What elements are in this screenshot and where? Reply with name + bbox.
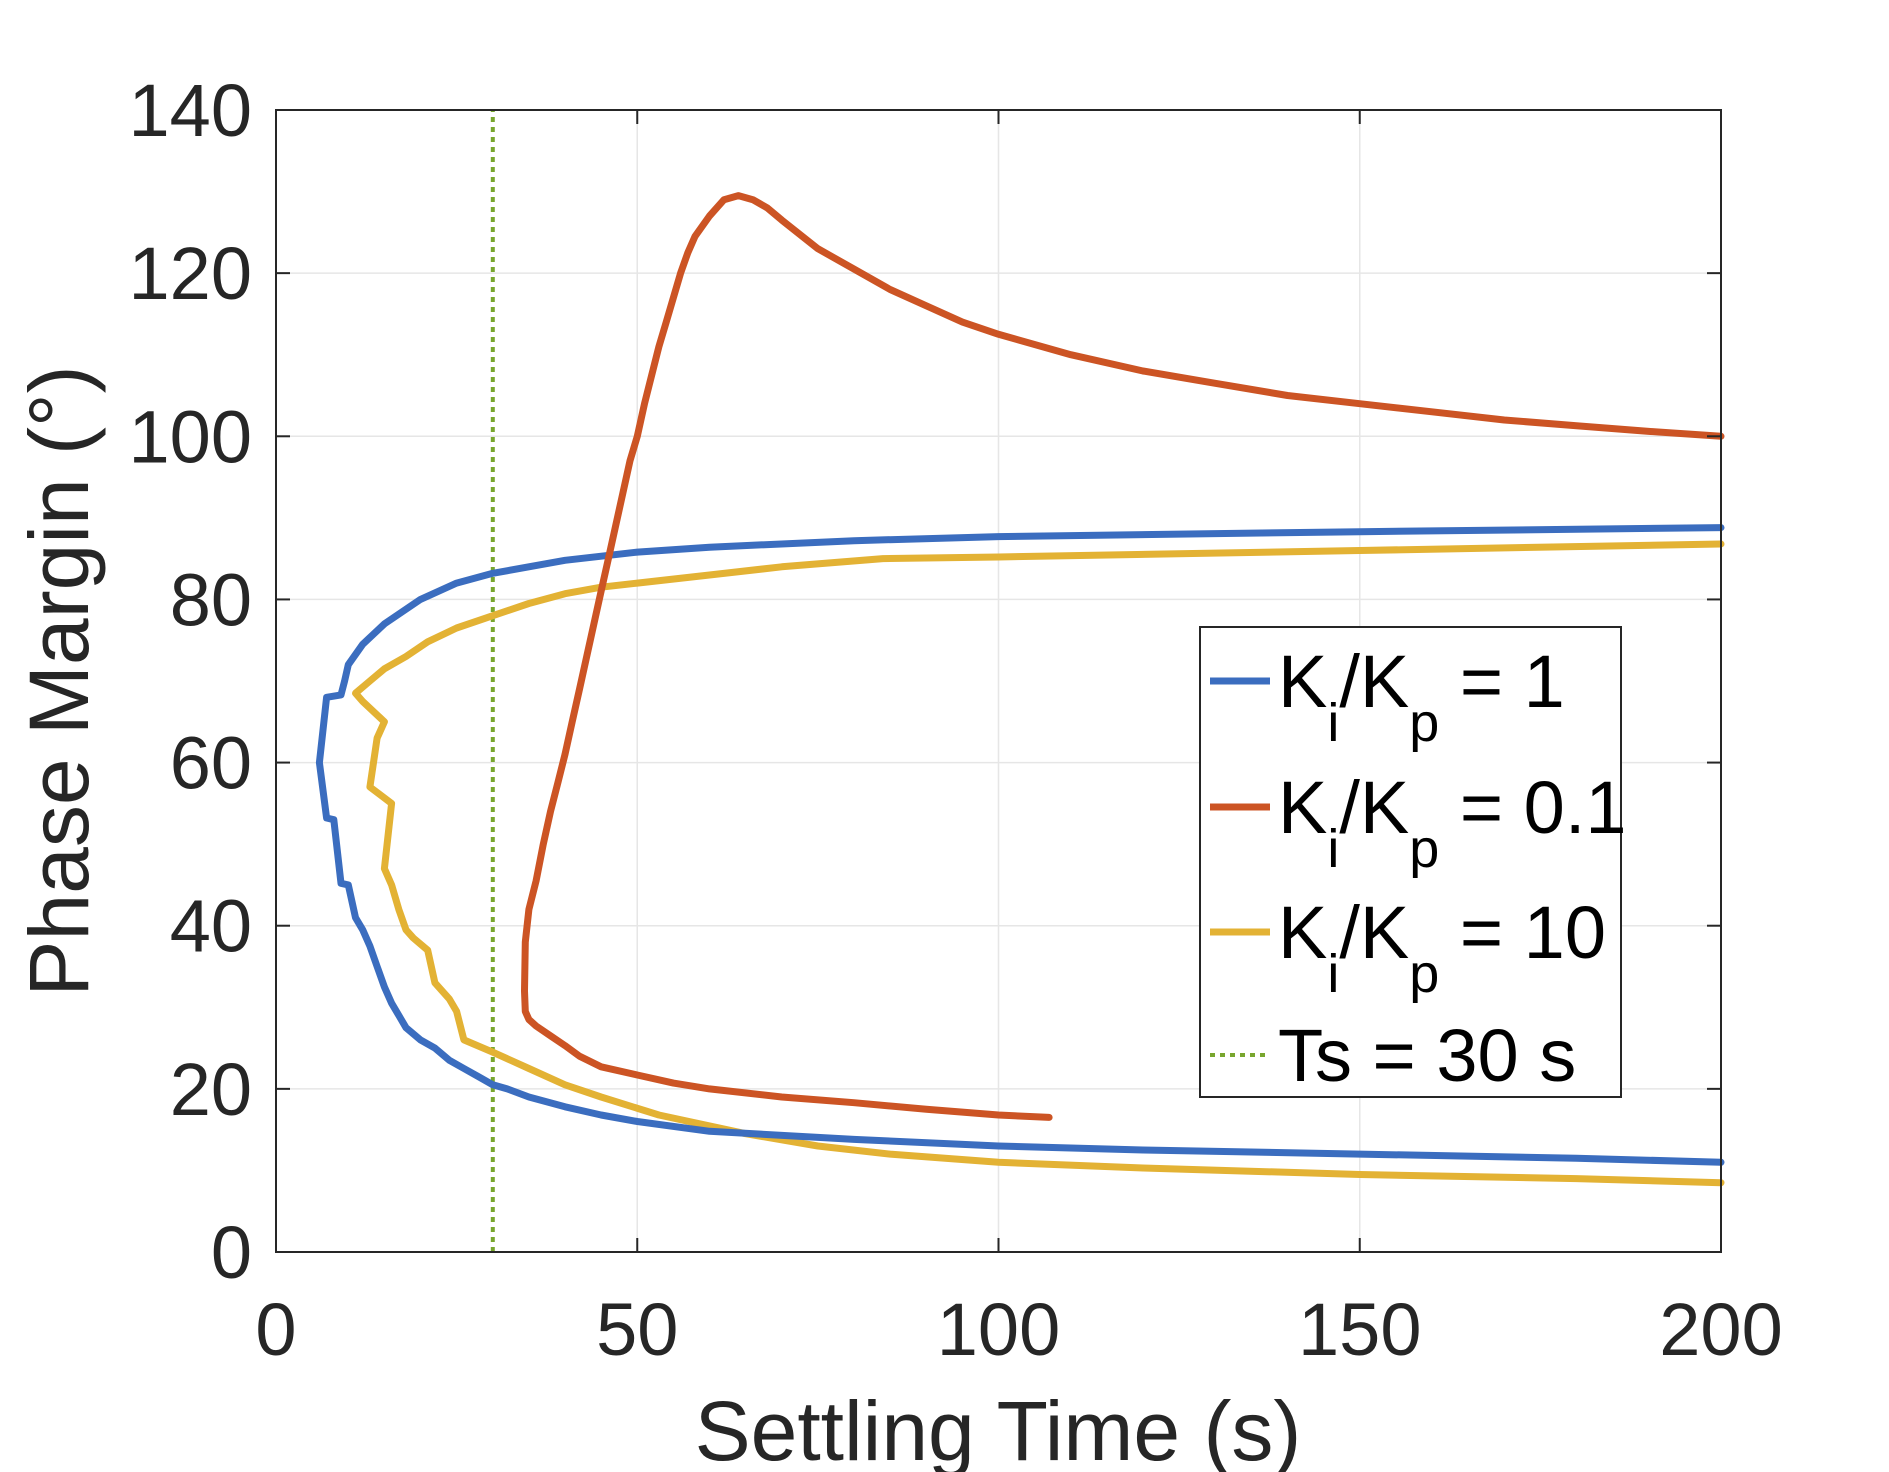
y-tick-label: 120	[129, 232, 252, 315]
y-tick-label: 140	[129, 69, 252, 152]
x-tick-label: 150	[1298, 1288, 1421, 1371]
legend: Ki/Kp = 1 Ki/Kp = 0.1 Ki/Kp = 10 Ts = 30 s	[1199, 626, 1627, 1098]
x-tick-label: 0	[255, 1288, 296, 1371]
y-axis-label: Phase Margin (°)	[12, 365, 106, 996]
series-line-0	[315, 524, 1725, 1166]
x-tick-label: 200	[1659, 1288, 1782, 1371]
legend-label-2: Ki/Kp = 10	[1278, 891, 1606, 1004]
y-tick-label: 100	[129, 395, 252, 478]
legend-label-3: Ts = 30 s	[1278, 1014, 1576, 1097]
y-tick-label: 40	[170, 885, 252, 968]
y-tick-label: 0	[211, 1211, 252, 1294]
tick-marks	[275, 109, 1722, 1253]
legend-label-0: Ki/Kp = 1	[1278, 640, 1565, 753]
legend-label-1: Ki/Kp = 0.1	[1278, 766, 1627, 879]
y-tick-label: 80	[170, 558, 252, 641]
x-tick-label: 50	[596, 1288, 678, 1371]
series-line-1	[521, 192, 1725, 1121]
tick-labels: 0 50 100 150 200 0 20 40 60 80 100 120 140	[129, 69, 1783, 1371]
y-tick-label: 20	[170, 1048, 252, 1131]
x-tick-label: 100	[937, 1288, 1060, 1371]
legend-box	[1199, 626, 1622, 1098]
series-layer	[315, 110, 1725, 1252]
x-axis-label: Settling Time (s)	[695, 1384, 1302, 1472]
y-tick-label: 60	[170, 722, 252, 805]
series-line-2	[352, 540, 1725, 1187]
